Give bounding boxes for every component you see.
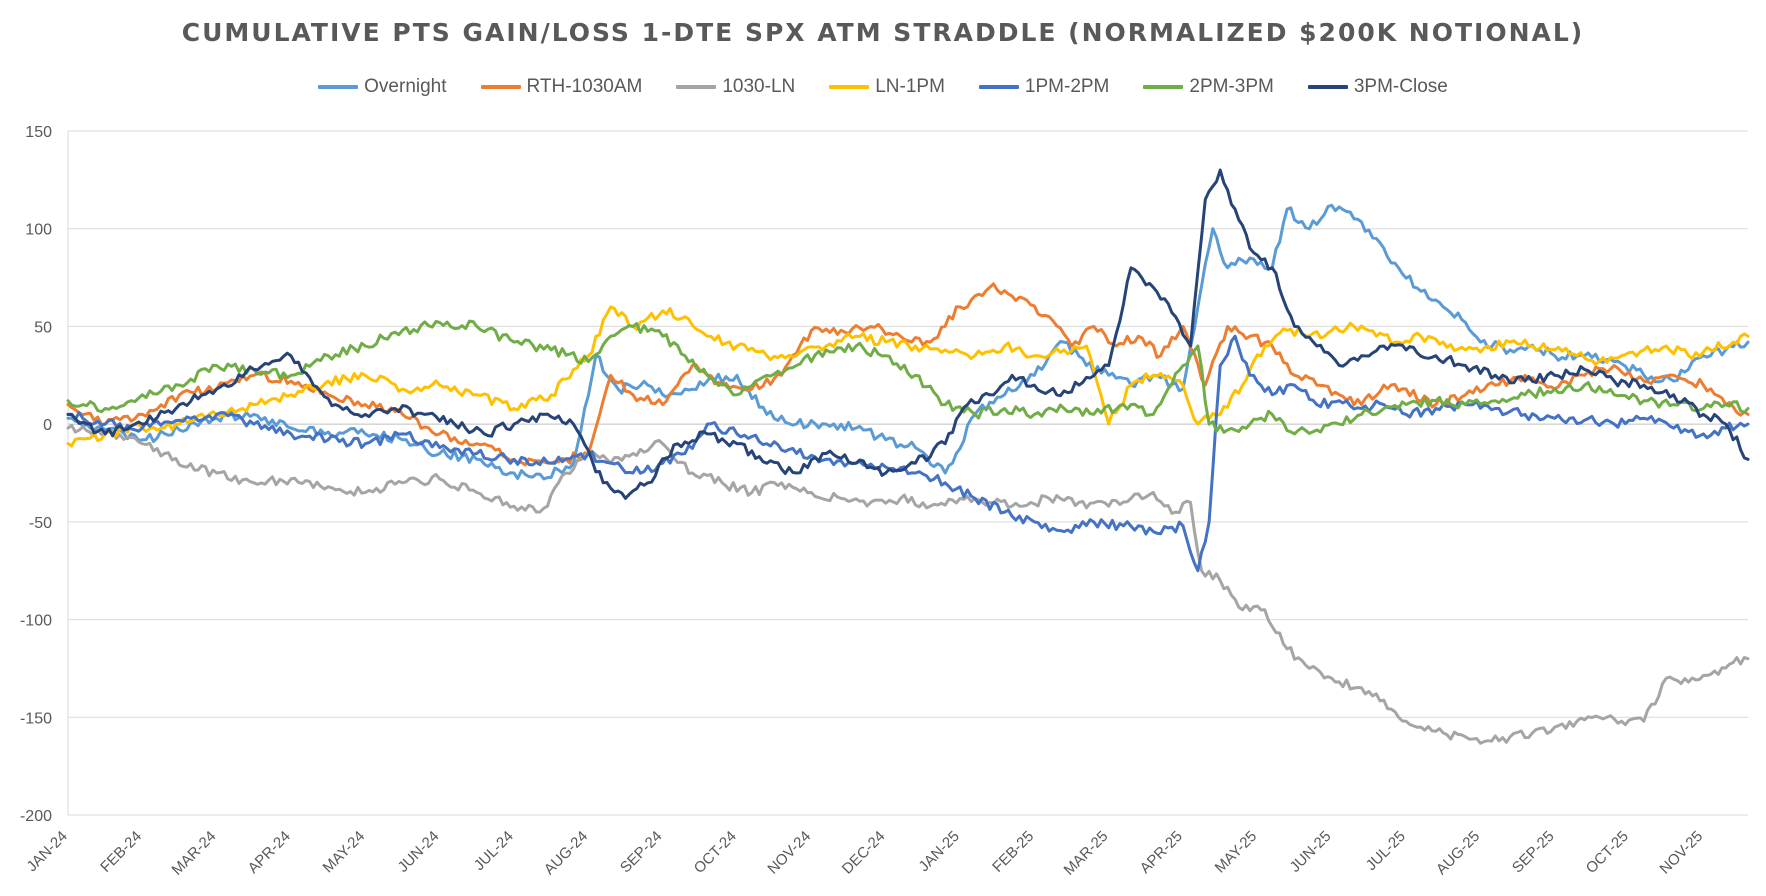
y-tick-label: -150 xyxy=(20,710,52,727)
series-line-rth-1030am xyxy=(66,282,1750,467)
x-tick-label: SEP-25 xyxy=(1509,828,1558,877)
series-line-2pm-3pm xyxy=(66,319,1750,436)
legend-item: RTH-1030AM xyxy=(480,76,643,98)
x-tick-label: JUL-25 xyxy=(1363,828,1409,874)
x-tick-label: APR-24 xyxy=(245,828,294,877)
x-tick-label: MAR-24 xyxy=(169,828,220,879)
x-tick-label: JUL-24 xyxy=(471,828,517,874)
x-tick-label: JAN-24 xyxy=(23,828,70,875)
y-tick-label: 0 xyxy=(43,417,52,434)
series-line-1pm-2pm xyxy=(66,334,1750,573)
x-tick-label: MAY-25 xyxy=(1212,828,1261,877)
legend-swatch xyxy=(829,85,870,89)
legend-label: Overnight xyxy=(364,76,447,97)
legend-label: 3PM-Close xyxy=(1353,76,1448,97)
y-tick-label: -200 xyxy=(20,808,52,825)
x-tick-label: FEB-25 xyxy=(989,828,1037,876)
y-tick-label: -50 xyxy=(29,515,52,532)
x-tick-label: AUG-24 xyxy=(541,828,591,878)
series-line-overnight xyxy=(66,203,1750,481)
x-tick-label: DEC-24 xyxy=(839,828,889,878)
x-tick-label: MAR-25 xyxy=(1061,828,1112,879)
legend-item: LN-1PM xyxy=(829,76,945,98)
x-tick-label: NOV-24 xyxy=(764,828,814,878)
legend-item: 2PM-3PM xyxy=(1143,76,1274,98)
y-tick-label: 100 xyxy=(25,222,52,239)
legend-item: 1PM-2PM xyxy=(978,76,1110,98)
y-tick-label: -100 xyxy=(20,613,52,630)
x-tick-label: JUN-25 xyxy=(1287,828,1335,876)
legend-swatch xyxy=(1143,85,1184,89)
x-tick-label: NOV-25 xyxy=(1656,828,1706,878)
legend-item: Overnight xyxy=(318,76,447,98)
legend-swatch xyxy=(676,85,717,89)
y-tick-label: 50 xyxy=(34,319,52,336)
x-tick-label: JUN-24 xyxy=(395,828,443,876)
legend-label: RTH-1030AM xyxy=(526,76,643,97)
legend-swatch xyxy=(1307,85,1348,89)
x-tick-label: OCT-25 xyxy=(1583,828,1632,877)
x-tick-label: MAY-24 xyxy=(320,828,369,877)
chart-legend: Overnight RTH-1030AM 1030-LN LN-1PM 1PM-2PM 2… xyxy=(0,76,1766,98)
legend-swatch xyxy=(978,85,1019,89)
x-tick-label: JAN-25 xyxy=(915,828,962,875)
x-tick-label: AUG-25 xyxy=(1433,828,1483,878)
series-line-ln-1pm xyxy=(66,305,1750,448)
x-tick-label: SEP-24 xyxy=(617,828,666,877)
x-tick-label: OCT-24 xyxy=(691,828,740,877)
chart-title: CUMULATIVE PTS GAIN/LOSS 1-DTE SPX ATM S… xyxy=(181,18,1585,47)
series-line-1030-ln xyxy=(66,423,1750,745)
series-line-3pm-close xyxy=(66,168,1750,500)
y-tick-label: 150 xyxy=(25,124,52,141)
legend-label: 2PM-3PM xyxy=(1189,76,1274,97)
legend-swatch xyxy=(480,85,521,89)
legend-label: 1030-LN xyxy=(722,76,796,97)
legend-swatch xyxy=(318,85,359,89)
legend-item: 1030-LN xyxy=(676,76,795,98)
legend-label: LN-1PM xyxy=(875,76,945,97)
legend-item: 3PM-Close xyxy=(1307,76,1448,98)
x-tick-label: APR-25 xyxy=(1137,828,1186,877)
legend-label: 1PM-2PM xyxy=(1024,76,1110,97)
x-tick-label: FEB-24 xyxy=(97,828,145,876)
